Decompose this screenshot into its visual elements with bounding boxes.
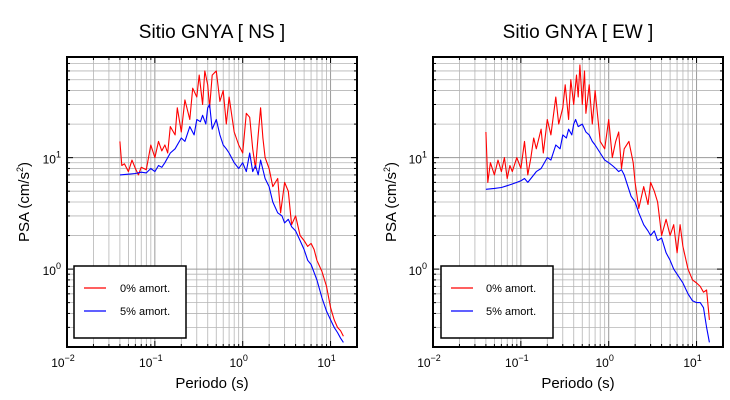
chart-panel-ns: Sitio GNYA [ NS ] Periodo (s) PSA (cm/s2… [15,22,358,392]
legend-box [440,265,554,339]
chart-title: Sitio GNYA [ NS ] [139,22,285,43]
y-tick-label: 100 [43,261,61,278]
series-line-0 [485,64,710,320]
y-axis-label: PSA (cm/s2) [382,162,400,242]
x-tick-label: 10−1 [139,353,163,370]
y-tick-label: 100 [409,261,427,278]
x-axis-label: Periodo (s) [175,375,248,392]
series-line-1 [119,103,344,343]
legend: 0% amort. 5% amort. [73,265,187,339]
legend-label-0: 0% amort. [486,283,536,295]
legend-label-1: 5% amort. [486,306,536,318]
y-tick-label: 101 [43,150,61,167]
x-tick-label: 101 [683,353,701,370]
tick-labels: 10−2 10−1 100 101 100 101 [43,150,336,370]
plot-frame [432,56,724,348]
grid [66,56,358,348]
legend-label-1: 5% amort. [120,306,170,318]
chart-panel-ew: Sitio GNYA [ EW ] Periodo (s) PSA (cm/s2… [382,22,724,392]
legend: 0% amort. 5% amort. [440,265,554,339]
x-tick-label: 10−1 [505,353,529,370]
x-tick-label: 101 [317,353,335,370]
x-tick-label: 100 [230,353,248,370]
x-tick-label: 100 [596,353,614,370]
x-tick-label: 10−2 [417,353,441,370]
y-tick-label: 101 [409,150,427,167]
x-axis-label: Periodo (s) [541,375,614,392]
tick-labels: 10−2 10−1 100 101 100 101 [409,150,702,370]
chart-title: Sitio GNYA [ EW ] [503,22,654,43]
x-tick-label: 10−2 [51,353,75,370]
y-axis-label: PSA (cm/s2) [15,162,33,242]
series-line-0 [119,70,344,337]
series-line-1 [485,118,710,343]
series-lines [485,64,710,343]
plot-frame [66,56,358,348]
legend-box [73,265,187,339]
series-lines [119,70,344,343]
legend-label-0: 0% amort. [120,283,170,295]
